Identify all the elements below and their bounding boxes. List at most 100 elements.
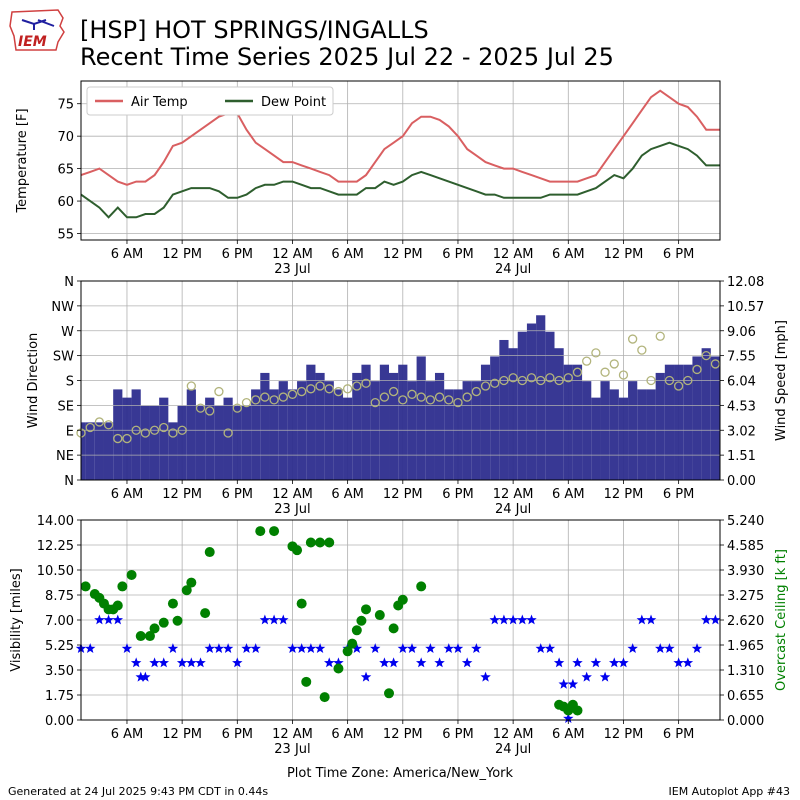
wind-speed-bar	[480, 364, 491, 480]
air-temp-line	[80, 89, 720, 186]
wind-direction-tick-label: S	[66, 375, 74, 390]
wind-direction-point	[168, 428, 178, 438]
ceiling-point	[186, 577, 197, 588]
wind-speed-bar	[674, 364, 684, 480]
ceiling-point	[126, 569, 137, 580]
ceiling-tick-label: 1.965	[727, 639, 764, 654]
visibility-point	[204, 643, 215, 653]
ceiling-point	[296, 598, 307, 609]
wind-direction-tick-label: N	[64, 275, 74, 290]
wind-direction-tick-label: SE	[58, 399, 74, 414]
temperature-tick-label: 60	[57, 195, 74, 210]
ceiling-tick-label: 3.930	[727, 564, 764, 579]
wind-speed-bar	[149, 405, 160, 480]
ceiling-point	[292, 545, 303, 556]
visibility-point	[599, 671, 611, 682]
x-tick-label: 6 PM	[442, 727, 473, 742]
wind-direction-point	[214, 386, 224, 397]
visibility-point	[609, 657, 620, 668]
ceiling-point	[144, 631, 155, 642]
ceiling-point	[388, 623, 399, 634]
x-tick-label: 6 AM	[331, 247, 364, 262]
visibility-point	[259, 614, 271, 625]
wind-direction-point	[637, 345, 647, 355]
wind-direction-point	[416, 392, 426, 402]
wind-direction-point	[462, 392, 472, 402]
visibility-point	[176, 657, 188, 668]
visibility-point	[480, 671, 491, 682]
visibility-axis-label: Visibility [miles]	[9, 568, 24, 671]
visibility-point	[558, 678, 569, 689]
ceiling-point	[135, 631, 146, 642]
x-tick-label: 12 PM	[383, 487, 423, 502]
visibility-point	[627, 643, 638, 653]
ceiling-point	[269, 526, 280, 537]
wind-direction-point	[113, 433, 123, 444]
wind-direction-point	[370, 397, 380, 408]
wind-speed-tick-label: 6.04	[727, 375, 756, 390]
ceiling-point	[149, 623, 160, 634]
visibility-point	[526, 614, 537, 625]
visibility-point	[498, 614, 510, 625]
wind-speed-bar	[536, 315, 546, 480]
x-tick-label: 12 PM	[604, 487, 644, 502]
ceiling-point	[342, 646, 353, 657]
ceiling-tick-label: 0.655	[727, 689, 764, 704]
wind-speed-tick-label: 9.06	[727, 325, 756, 340]
wind-speed-bar	[591, 397, 601, 480]
title-line-2: Recent Time Series 2025 Jul 22 - 2025 Ju…	[80, 43, 614, 71]
visibility-point	[544, 643, 556, 653]
visibility-point	[567, 678, 579, 689]
ceiling-point	[416, 581, 427, 592]
legend-label: Dew Point	[261, 95, 326, 110]
wind-speed-tick-label: 7.55	[727, 350, 756, 365]
wind-speed-bar	[683, 364, 693, 480]
wind-direction-point	[342, 384, 353, 394]
wind-speed-bar	[315, 372, 325, 480]
wind-direction-point	[122, 433, 132, 444]
wind-direction-point	[297, 386, 307, 397]
visibility-point	[186, 657, 197, 668]
temperature-axis-label: Temperature [F]	[15, 108, 30, 213]
wind-direction-tick-label: E	[66, 424, 74, 439]
wind-direction-point	[453, 397, 463, 408]
x-tick-label: 6 PM	[222, 727, 253, 742]
wind-direction-point	[186, 381, 196, 391]
iem-logo: IEM	[9, 9, 65, 51]
wind-direction-point	[545, 373, 555, 383]
visibility-point	[250, 643, 261, 653]
wind-speed-bar	[490, 356, 500, 480]
wind-speed-bar	[168, 422, 178, 480]
visibility-point	[636, 614, 648, 625]
wind-direction-point	[333, 386, 344, 397]
ceiling-point	[333, 663, 344, 674]
x-tick-label: 12 PM	[383, 727, 423, 742]
x-tick-sublabel: 23 Jul	[274, 502, 310, 517]
visibility-point	[673, 657, 684, 668]
x-tick-label: 6 PM	[222, 247, 253, 262]
wind-direction-point	[628, 334, 638, 344]
wind-speed-bar	[664, 364, 675, 480]
wind-direction-point	[177, 425, 187, 435]
visibility-point	[379, 657, 390, 668]
wind-direction-point	[563, 373, 573, 383]
visibility-tick-label: 7.00	[45, 614, 74, 629]
wind-direction-point	[324, 384, 334, 394]
wind-speed-bar	[122, 397, 132, 480]
wind-direction-point	[673, 381, 684, 391]
x-tick-label: 6 PM	[663, 247, 694, 262]
wind-speed-tick-label: 4.53	[727, 399, 756, 414]
wind-direction-point	[278, 392, 288, 402]
ceiling-point	[167, 598, 178, 609]
wind-speed-bar	[563, 364, 573, 480]
wind-direction-point	[536, 375, 546, 386]
x-tick-sublabel: 23 Jul	[274, 742, 310, 757]
x-tick-label: 12 AM	[493, 487, 534, 502]
ceiling-point	[356, 615, 367, 626]
wind-speed-bar	[701, 348, 711, 480]
visibility-point	[581, 671, 592, 682]
wind-speed-bar	[214, 405, 224, 480]
ceiling-point	[301, 676, 312, 687]
wind-direction-point	[241, 397, 252, 408]
wind-direction-point	[692, 364, 702, 375]
